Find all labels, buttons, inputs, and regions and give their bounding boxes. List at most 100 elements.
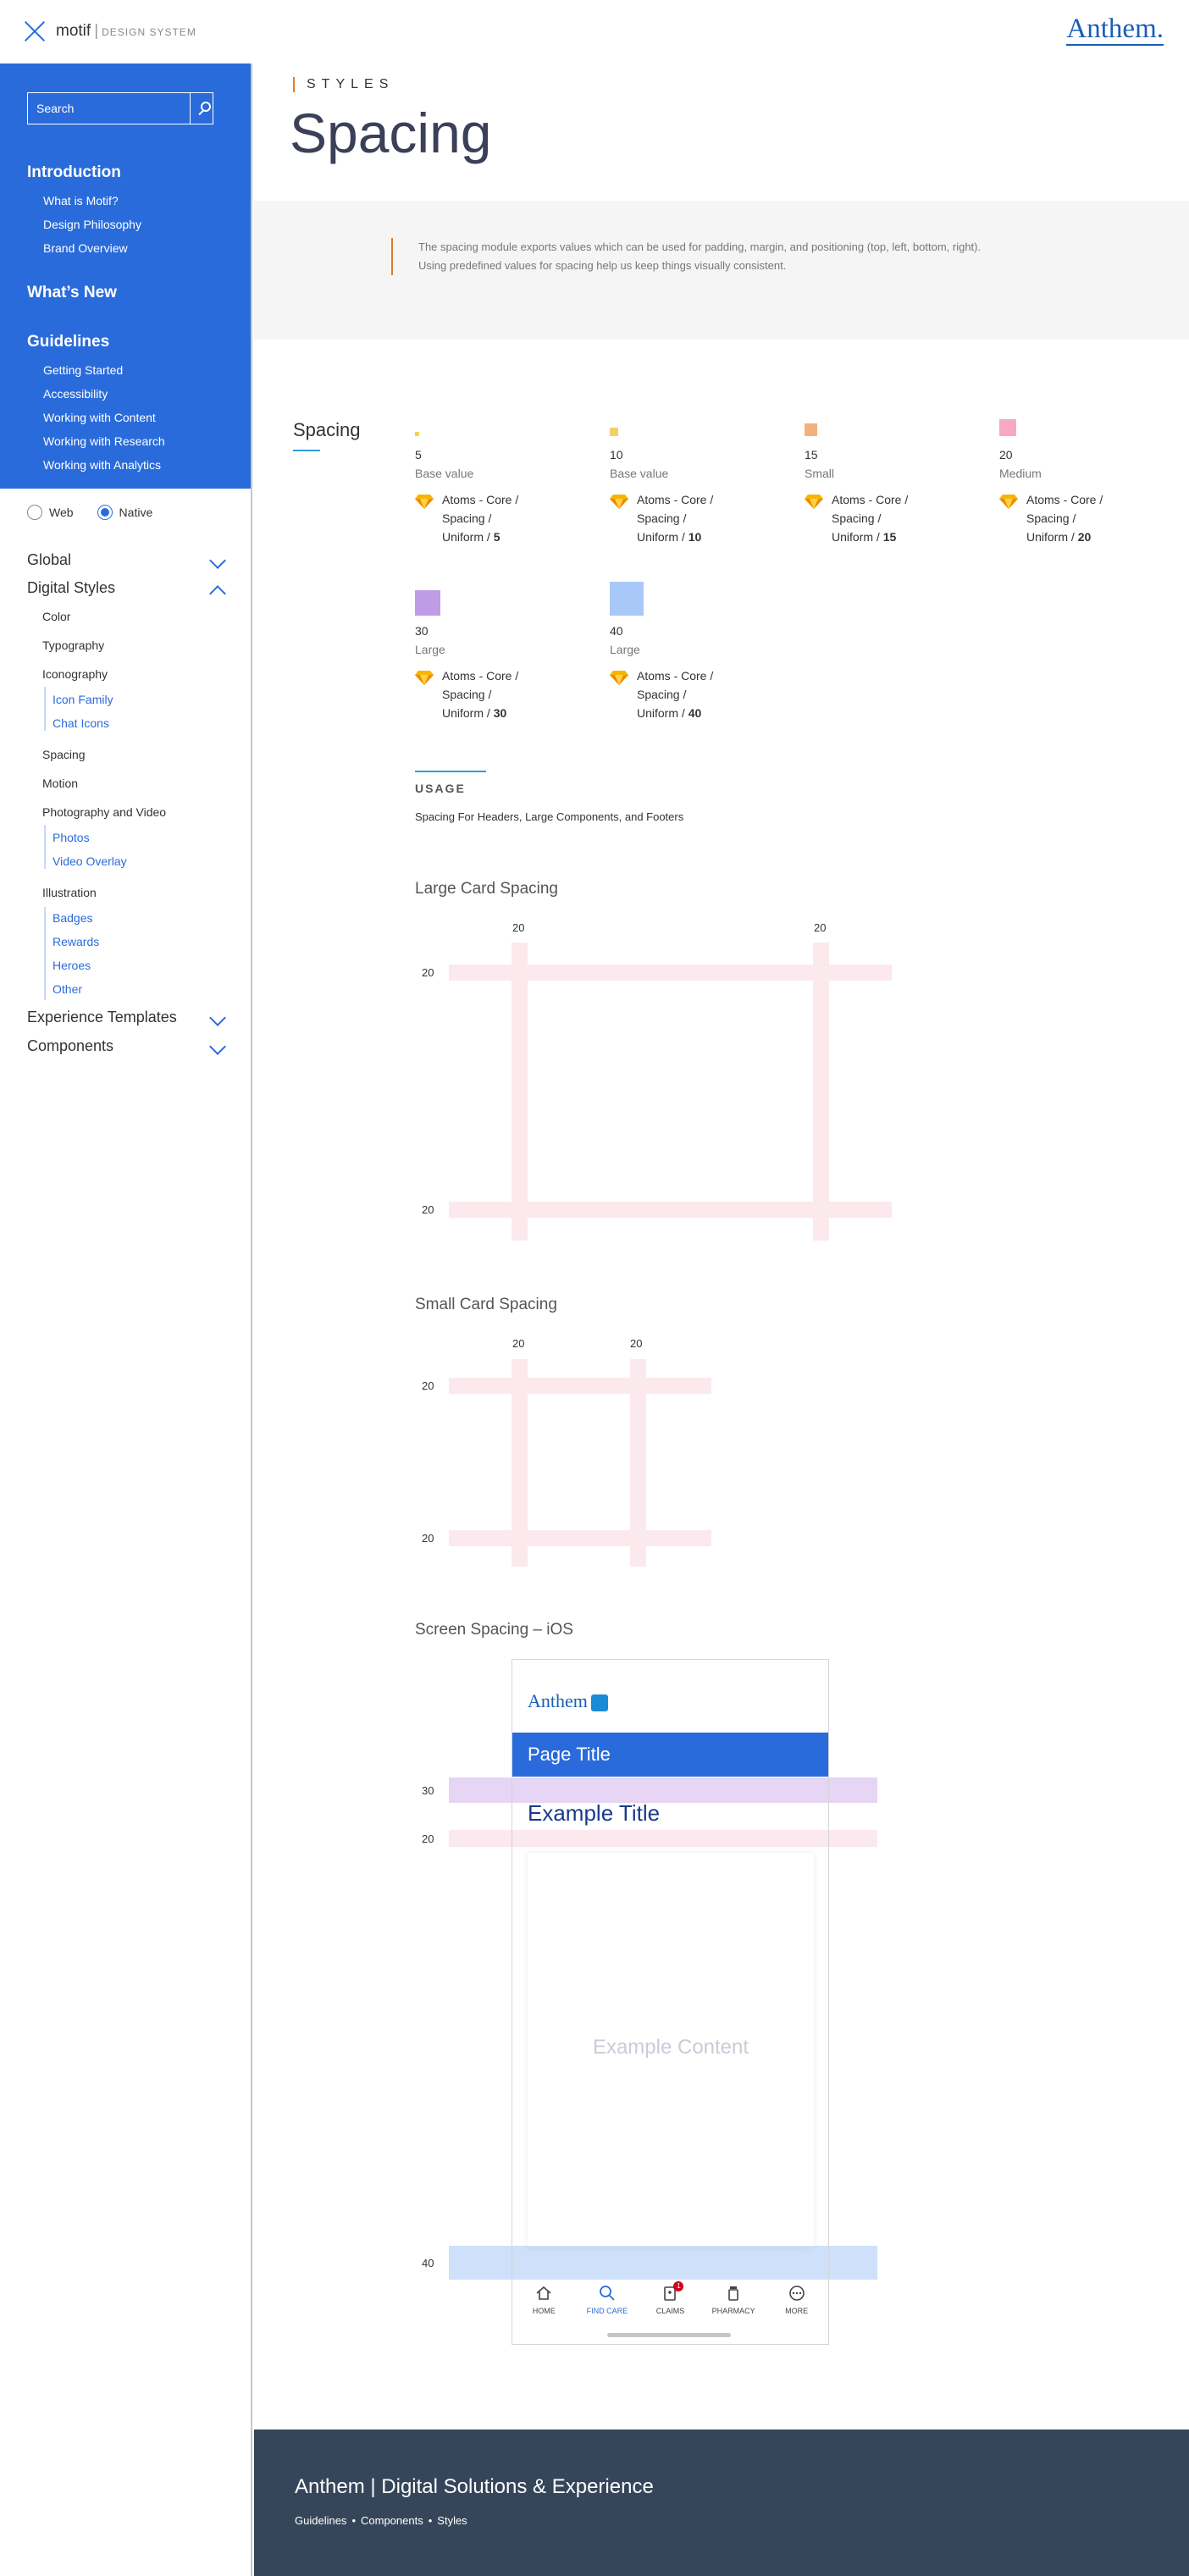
token-ref-line: Atoms - Core / — [637, 669, 714, 683]
accordion-experience-templates[interactable]: Experience Templates — [27, 1009, 226, 1026]
nav-item-illustration[interactable]: Illustration — [42, 886, 97, 899]
sidebar-primary-nav: Introduction What is Motif? Design Philo… — [0, 64, 251, 489]
radio-web[interactable]: Web — [27, 505, 74, 520]
dim-label: 20 — [422, 966, 434, 979]
tab-find-care[interactable]: FIND CARE — [582, 2285, 633, 2315]
intro-panel: The spacing module exports values which … — [254, 201, 1189, 340]
nav-item-video-overlay[interactable]: Video Overlay — [53, 854, 127, 868]
radio-native[interactable]: Native — [97, 505, 152, 520]
token-value: 30 — [415, 624, 429, 638]
nav-item-color[interactable]: Color — [42, 610, 71, 623]
nav-item[interactable]: Working with Content — [43, 411, 156, 424]
phone-mockup: Anthem Page Title Example Title Example … — [512, 1659, 829, 2345]
nav-item[interactable]: Brand Overview — [43, 241, 128, 255]
platform-toggle: Web Native — [27, 505, 152, 520]
nav-heading-introduction[interactable]: Introduction — [27, 163, 121, 181]
large-card-heading: Large Card Spacing — [415, 880, 558, 898]
nav-item[interactable]: What is Motif? — [43, 194, 119, 207]
nav-item[interactable]: Working with Analytics — [43, 458, 162, 472]
brand-subtitle: DESIGN SYSTEM — [102, 26, 196, 38]
tab-label: PHARMACY — [711, 2307, 755, 2315]
footer-bullet: • — [428, 2514, 433, 2527]
nav-list-guidelines: Getting Started Accessibility Working wi… — [43, 358, 251, 477]
nav-item-typography[interactable]: Typography — [42, 638, 105, 652]
tab-claims[interactable]: 1 CLAIMS — [644, 2281, 695, 2315]
accordion-digital-styles[interactable]: Digital Styles — [27, 579, 226, 602]
token-ref-line: Spacing / — [442, 688, 492, 701]
spacing-band-40 — [449, 2246, 877, 2280]
pill-bottle-icon — [728, 2286, 738, 2301]
dim-label: 20 — [422, 1832, 434, 1845]
nav-item-spacing[interactable]: Spacing — [42, 748, 86, 761]
more-icon — [788, 2286, 805, 2301]
nav-item[interactable]: Design Philosophy — [43, 218, 141, 231]
nav-item-chat-icons[interactable]: Chat Icons — [53, 716, 109, 730]
token-ref-line: Atoms - Core / — [832, 493, 909, 506]
nav-list-introduction: What is Motif? Design Philosophy Brand O… — [43, 189, 251, 260]
token-value: 10 — [610, 448, 623, 462]
token-reference: Atoms - Core / Spacing / Uniform / 5 — [442, 490, 518, 546]
token-ref-line: Spacing / — [832, 511, 882, 525]
token-ref-text: Uniform / — [637, 530, 685, 544]
sidebar: Introduction What is Motif? Design Philo… — [0, 64, 252, 2576]
nav-heading-guidelines[interactable]: Guidelines — [27, 333, 110, 351]
search-button[interactable] — [190, 93, 213, 124]
radio-web-label: Web — [49, 506, 74, 519]
token-reference: Atoms - Core / Spacing / Uniform / 20 — [1026, 490, 1103, 546]
token-ref-number: 20 — [1077, 530, 1092, 544]
home-icon — [536, 2286, 551, 2300]
nav-item-rewards[interactable]: Rewards — [53, 935, 100, 948]
usage-text: Spacing For Headers, Large Components, a… — [415, 810, 684, 823]
close-icon[interactable] — [24, 20, 46, 42]
radio-web-circle[interactable] — [27, 505, 42, 520]
usage-divider — [415, 771, 486, 772]
tab-more[interactable]: MORE — [771, 2285, 822, 2315]
accordion-global[interactable]: Global — [27, 551, 226, 569]
token-ref-number: 15 — [882, 530, 897, 544]
brand[interactable]: motif | DESIGN SYSTEM — [56, 22, 196, 41]
phone-tab-bar: HOME FIND CARE 1 CLAIMS PHARMACY MORE — [512, 2281, 828, 2315]
tab-home[interactable]: HOME — [518, 2285, 569, 2315]
nav-heading-whats-new[interactable]: What’s New — [27, 284, 117, 301]
nav-item-photography-video[interactable]: Photography and Video — [42, 805, 167, 819]
tab-label: CLAIMS — [655, 2307, 685, 2315]
brand-name: motif — [56, 22, 91, 40]
nav-item-badges[interactable]: Badges — [53, 911, 93, 925]
nav-item-iconography[interactable]: Iconography — [42, 667, 108, 681]
radio-native-circle[interactable] — [97, 505, 113, 520]
accordion-label: Experience Templates — [27, 1009, 177, 1025]
search-input[interactable] — [28, 93, 190, 124]
token-ref-text: Uniform / — [637, 706, 685, 720]
footer-link[interactable]: Styles — [437, 2514, 467, 2527]
token-value: 15 — [805, 448, 818, 462]
nav-item-motion[interactable]: Motion — [42, 777, 79, 790]
nav-item[interactable]: Accessibility — [43, 387, 108, 401]
token-reference: Atoms - Core / Spacing / Uniform / 15 — [832, 490, 908, 546]
tab-pharmacy[interactable]: PHARMACY — [708, 2285, 759, 2315]
token-ref-number: 30 — [493, 706, 507, 720]
nav-item-other[interactable]: Other — [53, 982, 83, 996]
footer-link[interactable]: Guidelines — [295, 2514, 347, 2527]
spacing-band — [813, 943, 829, 1241]
token-ref-line: Uniform / 30 — [442, 704, 518, 722]
nav-item-icon-family[interactable]: Icon Family — [53, 693, 113, 706]
claims-badge: 1 — [673, 2281, 684, 2291]
nav-item-photos[interactable]: Photos — [53, 831, 90, 844]
nav-item-heroes[interactable]: Heroes — [53, 959, 91, 972]
nav-item[interactable]: Working with Research — [43, 434, 165, 448]
section-label-spacing: Spacing — [293, 419, 361, 451]
token-ref-number: 5 — [493, 530, 500, 544]
sketch-gem-icon — [415, 671, 434, 685]
tab-label: FIND CARE — [586, 2307, 628, 2315]
dim-label: 20 — [422, 1379, 434, 1392]
nav-item[interactable]: Getting Started — [43, 363, 124, 377]
spacing-band — [449, 1202, 892, 1218]
spacing-band — [512, 1359, 528, 1567]
phone-example-content: Example Content — [592, 2036, 749, 2059]
token-ref-line: Spacing / — [637, 688, 687, 701]
dim-label: 30 — [422, 1784, 434, 1797]
accordion-components[interactable]: Components — [27, 1037, 226, 1055]
anthem-logo[interactable]: Anthem. — [1066, 14, 1164, 46]
chevron-down-icon — [209, 1009, 226, 1026]
footer-link[interactable]: Components — [361, 2514, 423, 2527]
